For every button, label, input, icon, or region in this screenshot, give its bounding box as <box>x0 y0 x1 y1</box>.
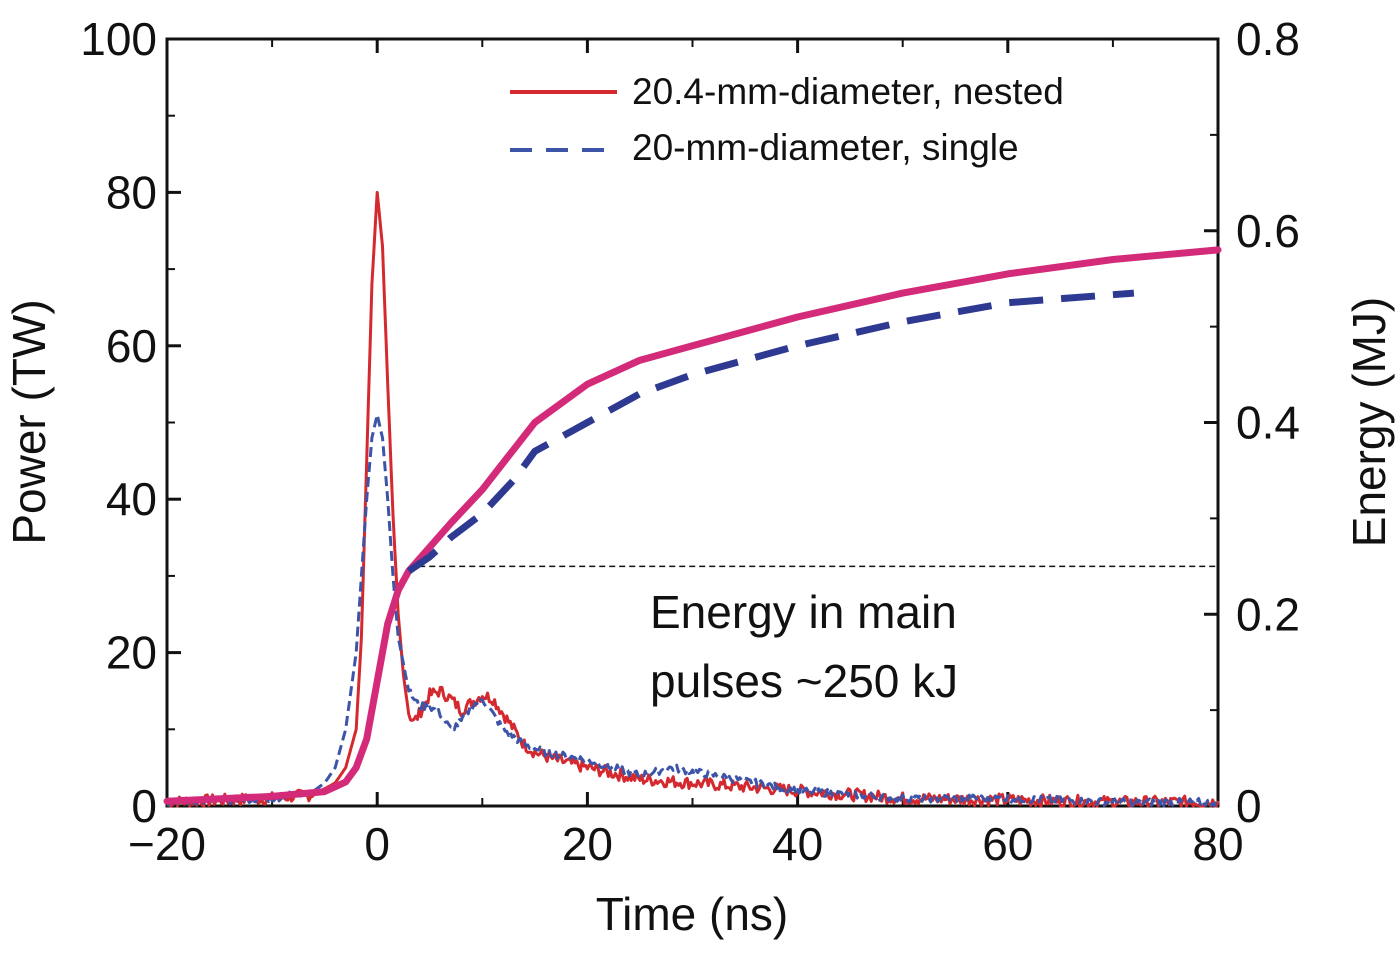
left-axis-ticks: 0 20 40 60 80 100 <box>80 13 181 832</box>
x-tick-label: 0 <box>364 818 390 870</box>
y2-axis-title: Energy (MJ) <box>1343 297 1395 547</box>
y-tick-label: 100 <box>80 13 157 65</box>
series-energy-single <box>406 289 1135 574</box>
y2-tick-label: 0.6 <box>1236 205 1300 257</box>
series-energy-nested <box>163 246 1222 805</box>
x-tick-label: −20 <box>128 818 206 870</box>
y2-tick-label: 0.2 <box>1236 588 1300 640</box>
series-power-single <box>166 413 1219 808</box>
x-axis-title: Time (ns) <box>596 888 789 940</box>
annotation-line-1: Energy in main <box>650 586 957 638</box>
y2-tick-label: 0.8 <box>1236 13 1300 65</box>
legend-label-nested: 20.4-mm-diameter, nested <box>632 71 1064 112</box>
y-tick-label: 0 <box>131 780 157 832</box>
legend-label-single: 20-mm-diameter, single <box>632 127 1019 168</box>
x-tick-label: 40 <box>772 818 823 870</box>
y-tick-label: 60 <box>106 320 157 372</box>
y-tick-label: 80 <box>106 166 157 218</box>
x-axis-ticks: −20 0 20 40 60 80 <box>128 39 1244 870</box>
series-layer <box>163 190 1222 808</box>
x-tick-label: 60 <box>982 818 1033 870</box>
series-power-nested <box>165 190 1220 808</box>
right-axis-ticks: 0 0.2 0.4 0.6 0.8 <box>1204 13 1300 832</box>
x-tick-label: 20 <box>562 818 613 870</box>
y-tick-label: 20 <box>106 627 157 679</box>
x-tick-label: 80 <box>1192 818 1243 870</box>
y-tick-label: 40 <box>106 473 157 525</box>
annotation-line-2: pulses ~250 kJ <box>650 655 958 707</box>
y2-tick-label: 0 <box>1236 780 1262 832</box>
y-axis-title: Power (TW) <box>3 299 55 544</box>
legend: 20.4-mm-diameter, nested 20-mm-diameter,… <box>510 71 1064 168</box>
y2-tick-label: 0.4 <box>1236 397 1300 449</box>
